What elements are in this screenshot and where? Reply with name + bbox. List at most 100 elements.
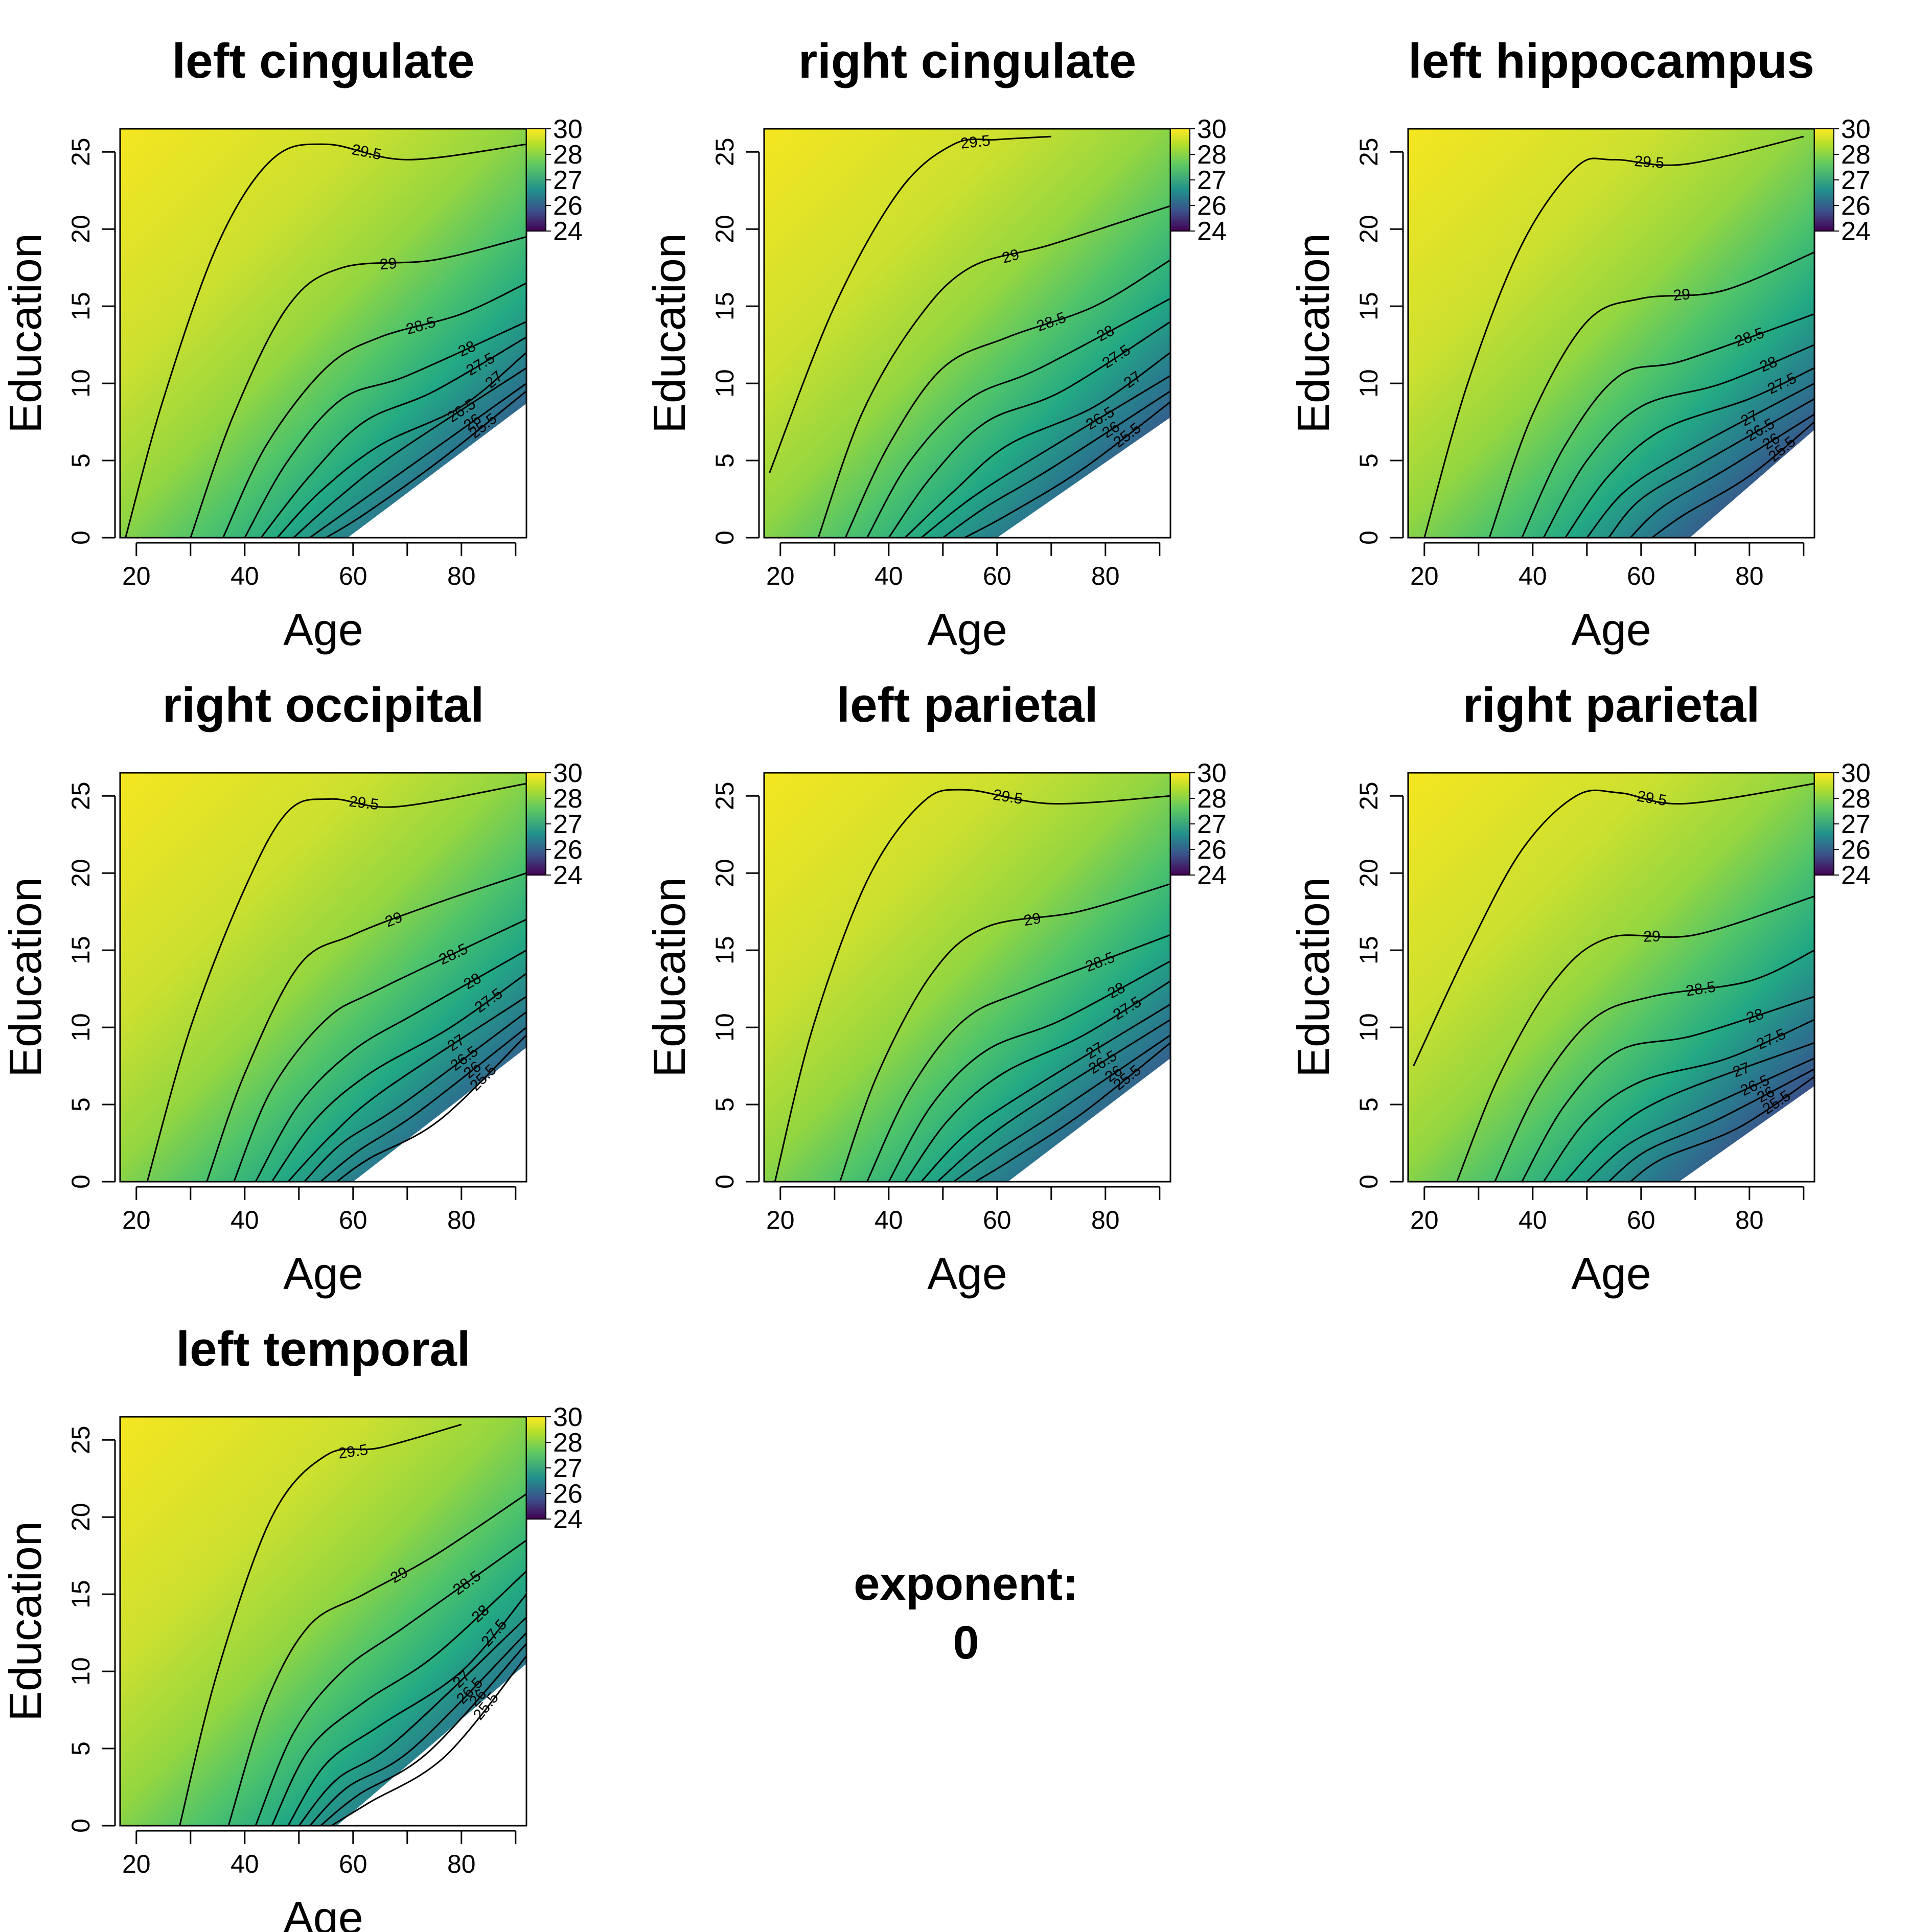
y-tick-label: 0 xyxy=(1354,531,1383,545)
legend-colorbar xyxy=(1170,128,1190,232)
legend-colorbar xyxy=(526,128,546,232)
contour-line xyxy=(190,236,526,538)
legend-label: 26 xyxy=(1197,835,1227,865)
contour-label: 29 xyxy=(1643,928,1661,945)
y-tick-label: 5 xyxy=(66,1741,95,1756)
y-tick-label: 10 xyxy=(66,1657,95,1686)
contour-label: 29.5 xyxy=(337,1441,369,1462)
contour-line xyxy=(769,135,1051,473)
x-tick-label: 20 xyxy=(1410,1206,1439,1234)
exponent-value: 0 xyxy=(953,1617,979,1669)
contour-line xyxy=(1608,398,1814,538)
legend-label: 28 xyxy=(553,140,583,170)
x-tick-label: 80 xyxy=(1091,562,1120,590)
y-tick-label: 25 xyxy=(710,781,739,810)
contour-line xyxy=(839,883,1170,1182)
legend-colorbar xyxy=(1814,772,1834,876)
y-axis-label: Education xyxy=(0,233,51,433)
contour-line xyxy=(1543,1019,1814,1182)
contour-line xyxy=(866,934,1170,1182)
contour-line xyxy=(331,1655,526,1826)
y-tick-label: 10 xyxy=(710,1013,739,1042)
contour-line xyxy=(1629,1076,1814,1182)
legend-label: 27 xyxy=(1197,810,1227,839)
legend-label: 30 xyxy=(553,758,583,788)
legend-label: 27 xyxy=(553,166,583,195)
y-tick-label: 5 xyxy=(710,453,739,468)
contour-line xyxy=(888,960,1170,1182)
exponent-note: exponent: 0 xyxy=(854,1558,1078,1669)
y-tick-label: 15 xyxy=(66,292,95,320)
y-tick-label: 5 xyxy=(1354,1097,1383,1112)
contour-label: 29.5 xyxy=(1634,153,1664,172)
y-axis-label: Education xyxy=(0,877,51,1077)
contour-line xyxy=(1456,895,1814,1182)
contour-line xyxy=(817,205,1170,538)
panel-title: left temporal xyxy=(176,1322,470,1376)
plot-frame xyxy=(1407,128,1815,539)
contour-label: 29.5 xyxy=(348,793,380,814)
y-tick-label: 5 xyxy=(66,453,95,468)
legend-colorbar xyxy=(1814,128,1834,232)
y-tick-label: 20 xyxy=(1354,859,1383,887)
contour-label: 29 xyxy=(379,255,398,273)
contour-line xyxy=(336,1034,526,1182)
y-tick-label: 10 xyxy=(710,369,739,398)
y-tick-label: 25 xyxy=(66,781,95,810)
legend-label: 26 xyxy=(553,1479,583,1509)
legend-label: 24 xyxy=(1841,217,1871,246)
contour-line xyxy=(146,783,526,1182)
panel: right parietal29.52928.52827.52726.52625… xyxy=(1288,678,1871,1299)
legend-label: 28 xyxy=(553,784,583,814)
y-tick-label: 10 xyxy=(1354,369,1383,398)
x-tick-label: 60 xyxy=(339,1206,367,1234)
y-tick-label: 20 xyxy=(66,215,95,243)
y-tick-label: 25 xyxy=(710,137,739,166)
x-tick-label: 40 xyxy=(231,1850,259,1878)
y-tick-label: 25 xyxy=(1354,137,1383,166)
contour-line xyxy=(942,390,1170,538)
legend-label: 30 xyxy=(1197,114,1227,144)
y-tick-label: 20 xyxy=(710,215,739,243)
contour-line xyxy=(125,143,526,538)
legend-label: 26 xyxy=(553,191,583,221)
plot-frame xyxy=(1407,772,1815,1183)
y-tick-label: 15 xyxy=(710,292,739,320)
y-tick-label: 20 xyxy=(710,859,739,887)
plot-frame xyxy=(119,772,527,1183)
contour-line xyxy=(287,1594,526,1826)
legend-label: 28 xyxy=(1841,784,1871,814)
contour-line xyxy=(1629,413,1814,538)
contour-line xyxy=(206,872,526,1182)
legend-label: 28 xyxy=(1197,784,1227,814)
y-tick-label: 20 xyxy=(66,859,95,887)
y-tick-label: 0 xyxy=(66,1819,95,1833)
legend-label: 28 xyxy=(1197,140,1227,170)
panel: left parietal29.52928.52827.52726.52625.… xyxy=(644,678,1227,1299)
legend-colorbar xyxy=(526,772,546,876)
legend-label: 28 xyxy=(1841,140,1871,170)
heatmap-surface xyxy=(764,773,1170,1182)
y-tick-label: 15 xyxy=(66,936,95,964)
y-tick-label: 0 xyxy=(710,531,739,545)
x-tick-label: 40 xyxy=(231,562,259,590)
y-tick-label: 15 xyxy=(66,1580,95,1608)
x-tick-label: 80 xyxy=(447,1206,476,1234)
plot-frame xyxy=(763,772,1171,1183)
exponent-label: exponent: xyxy=(854,1558,1078,1610)
contour-label: 29 xyxy=(1023,910,1042,929)
heatmap-surface xyxy=(1408,129,1814,538)
y-tick-label: 15 xyxy=(1354,936,1383,964)
y-tick-label: 0 xyxy=(1354,1175,1383,1189)
x-tick-label: 60 xyxy=(1627,1206,1655,1234)
x-tick-label: 40 xyxy=(1519,1206,1547,1234)
x-axis-label: Age xyxy=(283,1892,363,1932)
contour-line xyxy=(866,297,1170,538)
contour-line xyxy=(904,352,1170,538)
y-axis-label: Education xyxy=(644,233,695,433)
legend-label: 24 xyxy=(1197,861,1227,890)
y-axis-label: Education xyxy=(1288,877,1339,1077)
